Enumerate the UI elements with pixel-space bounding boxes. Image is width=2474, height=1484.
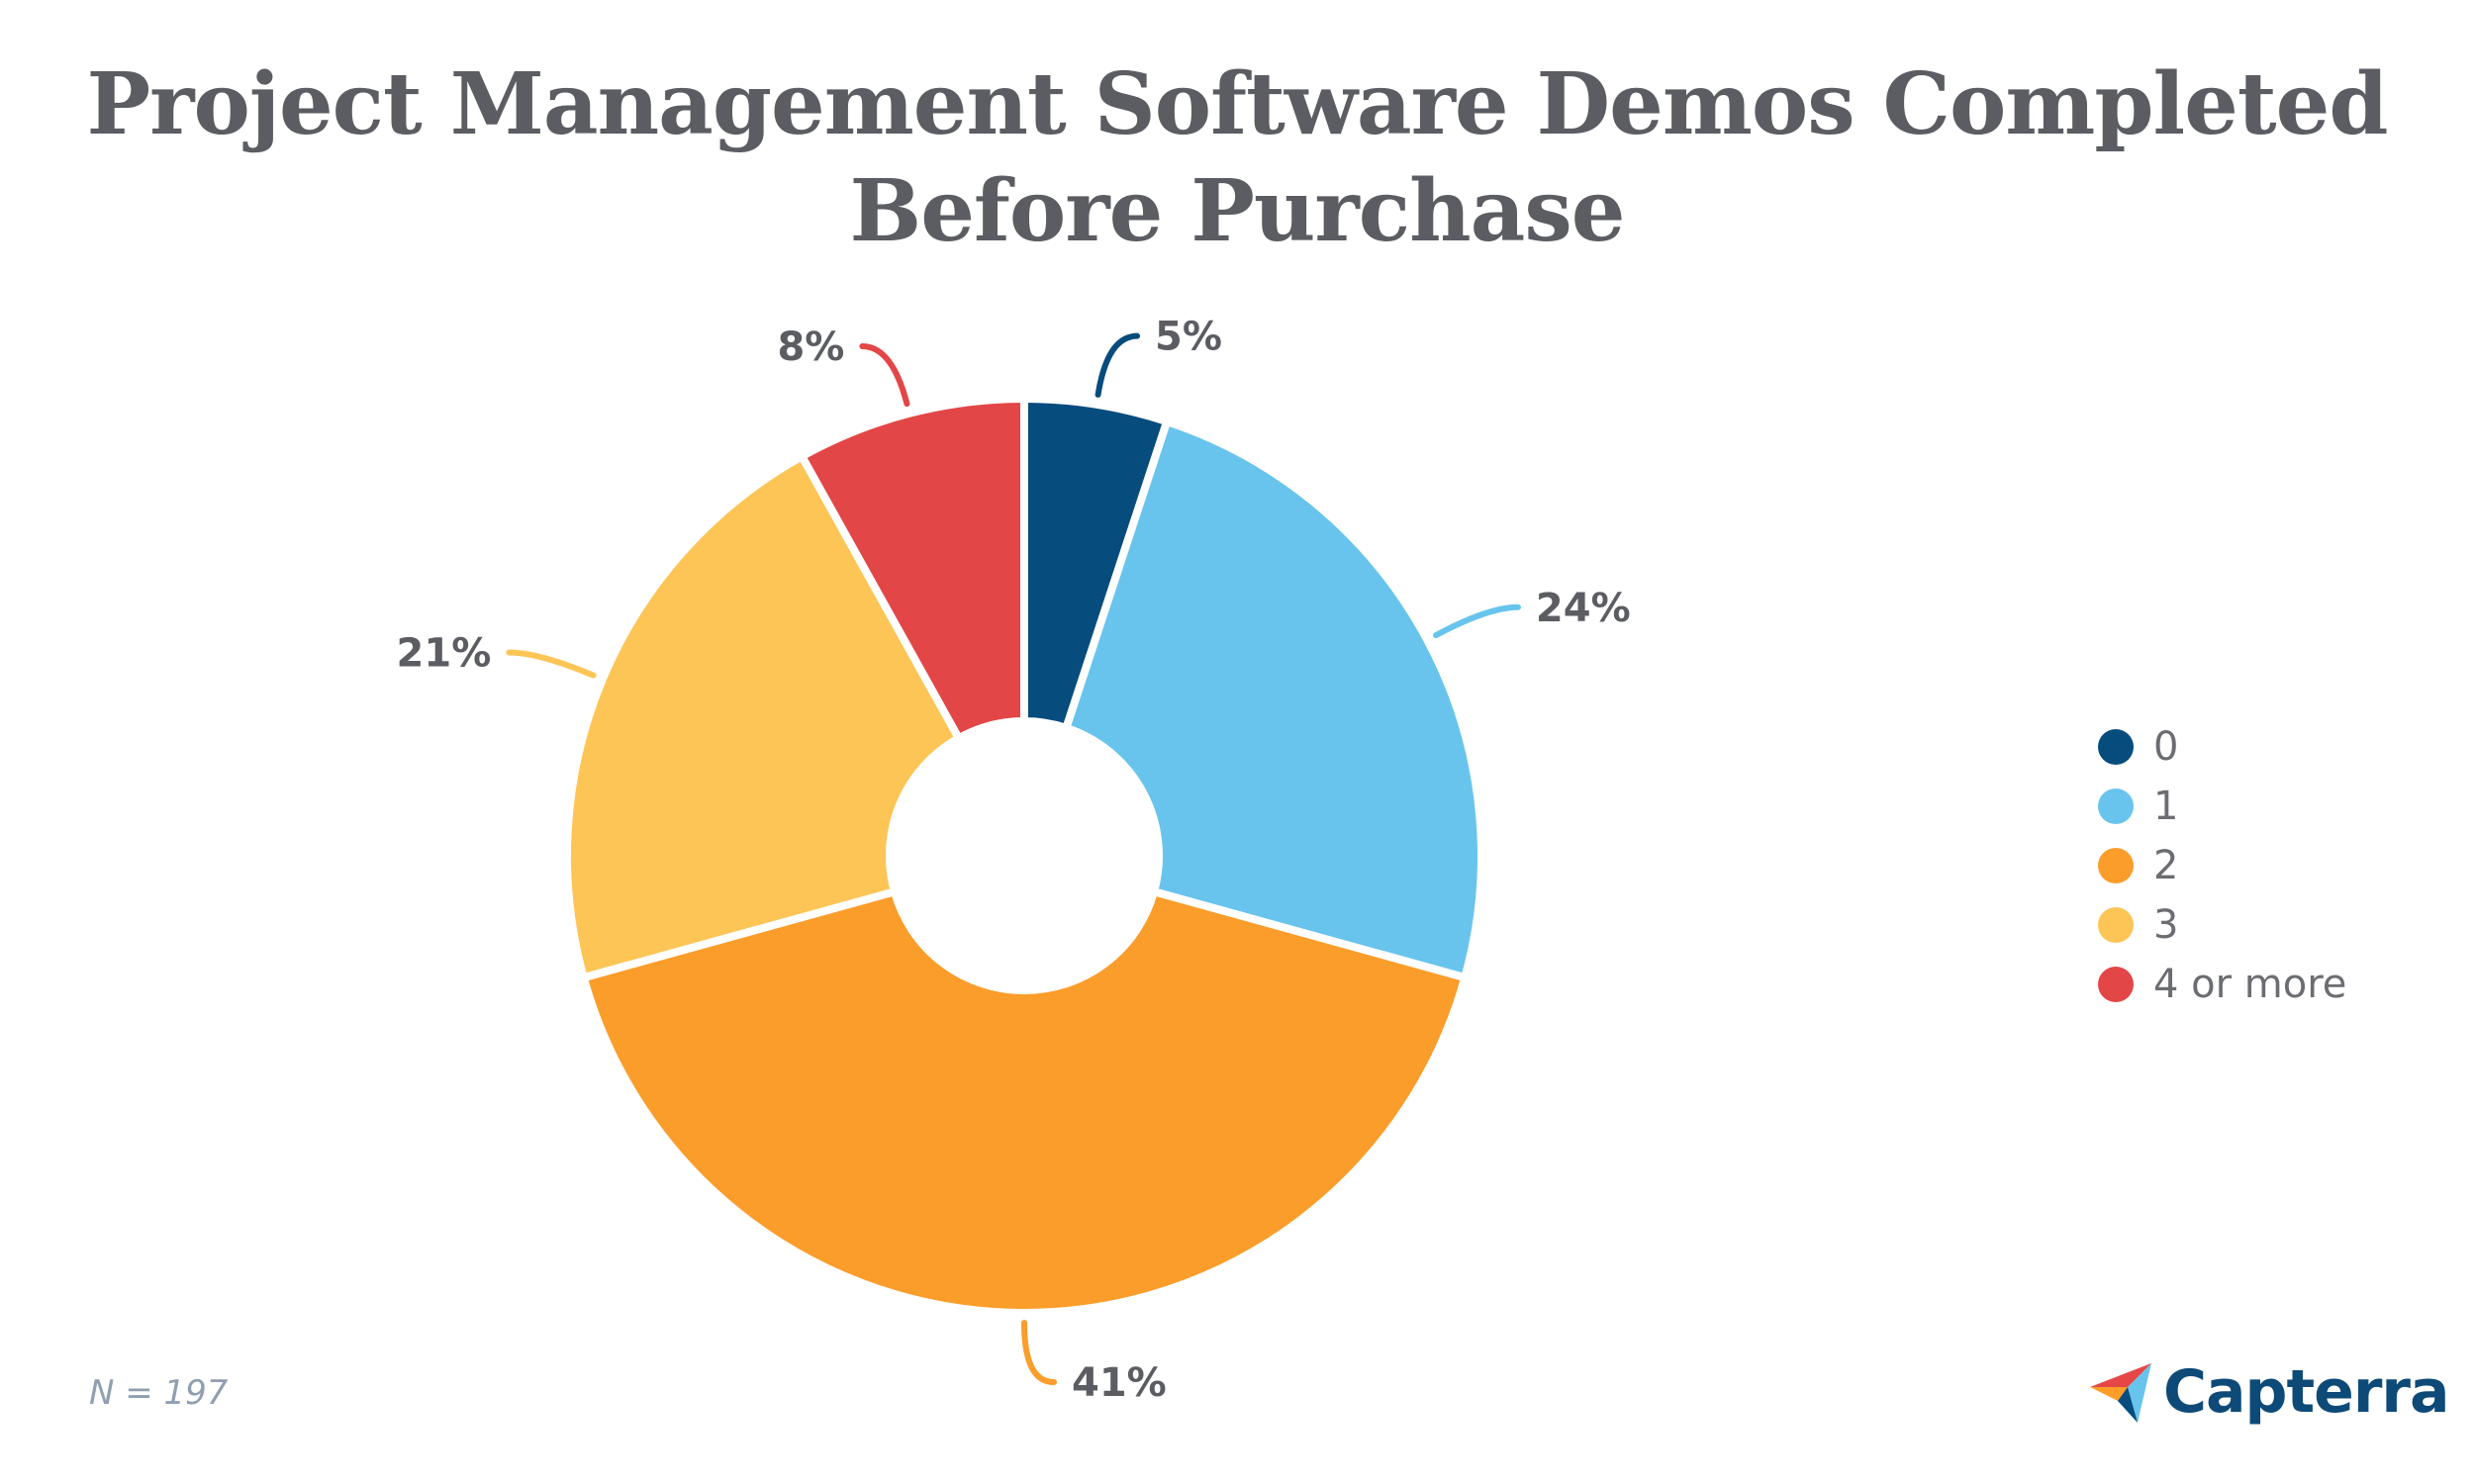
legend-item: 0: [2098, 717, 2346, 777]
leader-line-4-or-more: [859, 343, 910, 408]
data-label-4-or-more: 8%: [777, 325, 844, 370]
legend-item: 3: [2098, 895, 2346, 955]
slice-1: [1062, 417, 1486, 982]
data-label-1: 24%: [1536, 586, 1631, 631]
legend-swatch: [2098, 729, 2134, 765]
brand-name: Capterra: [2163, 1357, 2450, 1427]
slice-3: [563, 452, 963, 982]
legend-swatch: [2098, 788, 2134, 824]
capterra-logo: Capterra: [2088, 1357, 2450, 1427]
data-label-3: 21%: [397, 630, 492, 676]
legend-item: 1: [2098, 777, 2346, 836]
legend-label: 4 or more: [2153, 962, 2347, 1007]
data-label-2: 41%: [1072, 1360, 1167, 1406]
sample-size-note: N = 197: [89, 1373, 229, 1413]
leader-line-1: [1433, 603, 1521, 639]
legend-item: 4 or more: [2098, 955, 2346, 1014]
leader-line-2: [1021, 1320, 1057, 1385]
legend-swatch: [2098, 848, 2134, 883]
capterra-logo-icon: [2090, 1363, 2151, 1423]
slice-4-or-more: [798, 395, 1028, 743]
legend: 0 1 2 3 4 or more: [2098, 717, 2346, 1014]
data-label-0: 5%: [1155, 315, 1222, 360]
chart-title: Project Management Software Demos Comple…: [86, 54, 2389, 261]
legend-label: 0: [2153, 724, 2179, 770]
legend-swatch: [2098, 967, 2134, 1002]
slice-2: [579, 887, 1470, 1318]
legend-label: 1: [2153, 784, 2179, 829]
legend-item: 2: [2098, 836, 2346, 895]
legend-swatch: [2098, 907, 2134, 943]
legend-label: 3: [2153, 902, 2179, 948]
leader-line-0: [1094, 332, 1141, 398]
legend-label: 2: [2153, 843, 2179, 888]
leader-line-3: [506, 649, 597, 679]
